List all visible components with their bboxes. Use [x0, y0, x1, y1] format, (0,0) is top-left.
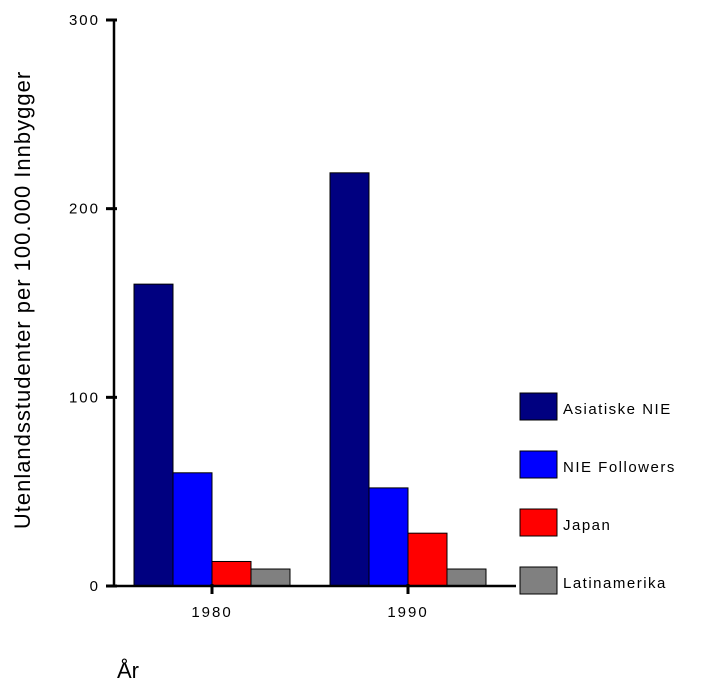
- legend-swatch-nie-followers: [519, 450, 558, 479]
- legend-swatch-latinamerika: [519, 566, 558, 595]
- bar-asiatiske-nie-1990: [329, 172, 370, 587]
- bar-nie-followers-1980: [172, 472, 213, 587]
- legend-label-nie-followers: NIE Followers: [563, 459, 676, 476]
- y-ticks-group: 0 100 200 300: [69, 12, 117, 595]
- legend-label-japan: Japan: [563, 517, 611, 534]
- x-ticks-group: 1980 1990: [191, 584, 428, 621]
- legend-label-asiatiske-nie: Asiatiske NIE: [563, 401, 672, 418]
- x-axis-title: År: [117, 658, 139, 683]
- bar-japan-1980: [211, 560, 252, 587]
- y-tick-label-300: 300: [69, 12, 100, 29]
- bar-latinamerika-1990: [446, 568, 487, 587]
- legend-swatch-japan: [519, 508, 558, 537]
- y-tick-label-200: 200: [69, 201, 100, 218]
- legend-swatch-asiatiske-nie: [519, 392, 558, 421]
- legend-label-latinamerika: Latinamerika: [563, 575, 667, 592]
- x-tick-label-1980: 1980: [191, 604, 232, 621]
- y-tick-label-0: 0: [90, 578, 100, 595]
- y-tick-label-100: 100: [69, 389, 100, 406]
- bar-asiatiske-nie-1980: [133, 283, 174, 587]
- bar-nie-followers-1990: [368, 487, 409, 587]
- bars-group: [133, 172, 487, 587]
- y-axis-title: Utenlandsstudenter per 100.000 Innbygger: [10, 71, 35, 529]
- bar-latinamerika-1980: [250, 568, 291, 587]
- x-tick-label-1990: 1990: [387, 604, 428, 621]
- legend: Asiatiske NIE NIE Followers Japan Latinamer…: [519, 392, 676, 595]
- bar-japan-1990: [407, 532, 448, 587]
